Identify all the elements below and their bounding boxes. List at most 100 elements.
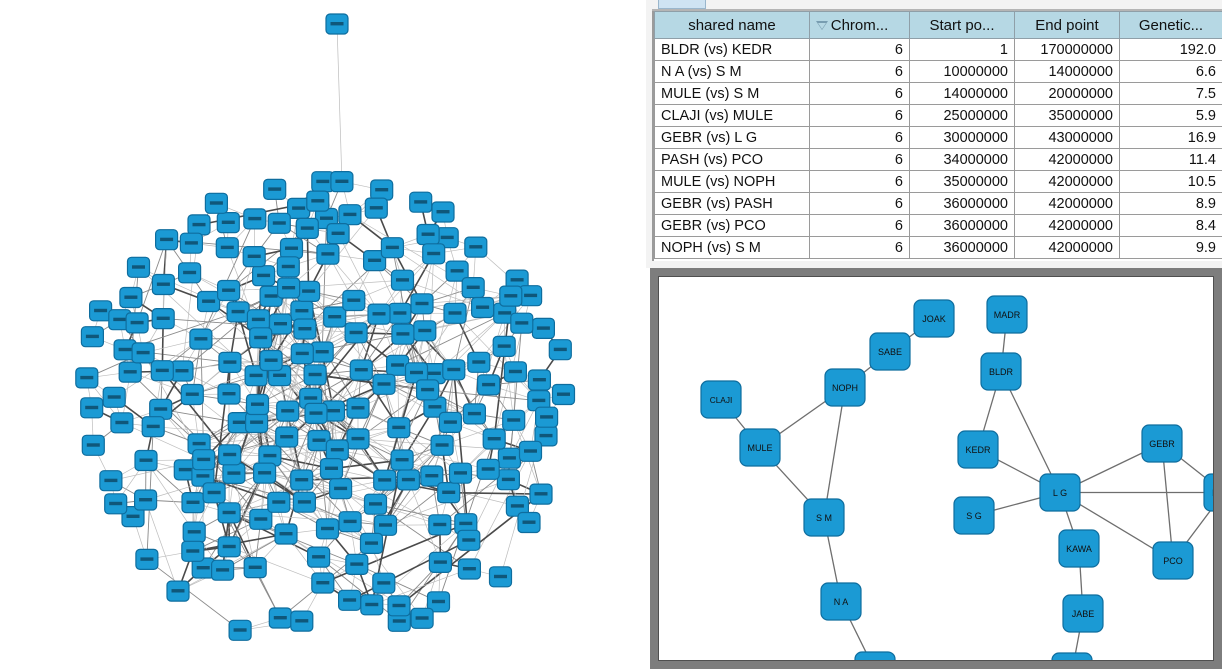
network-node[interactable] [228, 619, 252, 641]
network-node[interactable] [443, 302, 467, 324]
network-node[interactable] [346, 397, 370, 419]
table-cell-genetic[interactable]: 10.5 [1119, 170, 1222, 193]
network-node[interactable] [290, 343, 314, 365]
network-node[interactable] [279, 237, 304, 260]
network-node[interactable] [448, 462, 473, 484]
table-cell-start_point[interactable]: 14000000 [909, 82, 1015, 105]
network-node[interactable] [276, 256, 300, 278]
column-header-shared-name[interactable]: shared name [654, 11, 810, 39]
network-node[interactable] [246, 309, 270, 331]
network-node[interactable]: NOPH [824, 368, 866, 407]
network-node[interactable] [517, 511, 541, 534]
small-network-canvas[interactable]: CLAJI MULE NOPH SABE JOAK S M N A MIWE MADR BLDR K… [658, 276, 1214, 661]
network-node[interactable]: MULE [739, 428, 781, 467]
network-node[interactable]: MIWE [854, 651, 896, 661]
large-network-svg[interactable] [0, 0, 646, 669]
table-cell-start_point[interactable]: 25000000 [909, 104, 1015, 127]
network-node[interactable] [390, 269, 415, 291]
network-node[interactable]: BLDR [980, 352, 1022, 391]
table-cell-genetic[interactable]: 7.5 [1119, 82, 1222, 105]
table-cell-chromosome[interactable]: 6 [809, 148, 910, 171]
table-cell-end_point[interactable]: 42000000 [1014, 236, 1120, 259]
small-network-panel[interactable]: CLAJI MULE NOPH SABE JOAK S M N A MIWE MADR BLDR K… [650, 268, 1222, 669]
table-cell-end_point[interactable]: 14000000 [1014, 60, 1120, 83]
network-node[interactable]: N A [820, 582, 862, 621]
table-cell-genetic[interactable]: 16.9 [1119, 126, 1222, 149]
network-node[interactable] [396, 469, 420, 491]
table-cell-genetic[interactable]: 9.9 [1119, 236, 1222, 259]
table-cell-end_point[interactable]: 20000000 [1014, 82, 1120, 105]
network-node[interactable] [81, 434, 105, 456]
network-edge[interactable] [1161, 443, 1174, 561]
network-node[interactable] [290, 610, 314, 632]
network-edge[interactable] [286, 427, 399, 438]
network-edge[interactable] [318, 556, 400, 622]
table-cell-end_point[interactable]: 42000000 [1014, 192, 1120, 215]
network-node[interactable] [217, 502, 241, 524]
network-edge[interactable] [469, 451, 531, 570]
network-node[interactable] [141, 416, 165, 438]
network-edge[interactable] [199, 436, 287, 445]
network-node[interactable] [510, 312, 534, 334]
table-row[interactable]: BLDR (vs) KEDR 6 1 170000000 192.0 [654, 38, 1222, 61]
network-node[interactable] [527, 369, 552, 391]
network-node[interactable] [388, 302, 412, 324]
network-edge[interactable] [208, 301, 272, 361]
network-node[interactable] [276, 400, 300, 422]
network-node[interactable] [218, 351, 242, 373]
network-edge[interactable] [1000, 371, 1061, 493]
network-node[interactable]: PASH [1203, 473, 1214, 512]
network-node[interactable] [467, 351, 491, 373]
network-node[interactable] [121, 506, 145, 528]
network-node[interactable] [150, 360, 174, 382]
network-node[interactable]: ALMCH [1051, 652, 1093, 661]
network-node[interactable] [125, 312, 149, 334]
table-cell-genetic[interactable]: 192.0 [1119, 38, 1222, 61]
network-node[interactable] [155, 229, 179, 251]
table-cell-end_point[interactable]: 35000000 [1014, 104, 1120, 127]
network-node[interactable] [126, 256, 151, 278]
network-edge[interactable] [356, 563, 439, 603]
network-node[interactable] [413, 320, 437, 342]
network-node[interactable] [420, 465, 444, 487]
network-node[interactable] [360, 594, 384, 616]
network-edge[interactable] [453, 369, 470, 541]
table-cell-end_point[interactable]: 42000000 [1014, 214, 1120, 237]
network-node[interactable] [189, 328, 213, 350]
network-node[interactable] [243, 556, 267, 579]
network-node[interactable] [534, 425, 558, 447]
network-edge[interactable] [453, 287, 474, 370]
network-node[interactable]: KAWA [1058, 529, 1100, 568]
table-cell-chromosome[interactable]: 6 [809, 60, 910, 83]
table-cell-chromosome[interactable]: 6 [809, 104, 910, 127]
network-node[interactable] [290, 300, 314, 322]
network-node[interactable] [187, 214, 211, 236]
network-node[interactable]: SABE [869, 332, 911, 371]
table-row[interactable]: GEBR (vs) PASH 6 36000000 42000000 8.9 [654, 192, 1222, 215]
network-node[interactable] [380, 237, 404, 259]
table-cell-chromosome[interactable]: 6 [809, 214, 910, 237]
network-node[interactable] [245, 411, 269, 434]
network-node[interactable] [461, 277, 485, 299]
table-cell-shared_name[interactable]: MULE (vs) S M [654, 82, 810, 105]
network-node[interactable] [372, 572, 396, 594]
network-node[interactable] [387, 595, 411, 617]
network-node[interactable] [119, 286, 143, 309]
network-node[interactable] [275, 426, 299, 448]
network-node[interactable] [518, 285, 543, 307]
network-edge[interactable] [416, 287, 474, 373]
network-node[interactable] [325, 13, 349, 35]
table-cell-start_point[interactable]: 36000000 [909, 236, 1015, 259]
network-node[interactable] [307, 546, 331, 568]
network-node[interactable] [349, 359, 373, 381]
table-cell-genetic[interactable]: 6.6 [1119, 60, 1222, 83]
network-node[interactable] [166, 580, 190, 602]
column-header-genetic[interactable]: Genetic... [1119, 11, 1222, 39]
table-row[interactable]: N A (vs) S M 6 10000000 14000000 6.6 [654, 60, 1222, 83]
network-node[interactable] [518, 440, 543, 462]
network-node[interactable] [134, 449, 158, 472]
table-cell-start_point[interactable]: 35000000 [909, 170, 1015, 193]
network-node[interactable] [293, 318, 317, 340]
table-row[interactable]: GEBR (vs) L G 6 30000000 43000000 16.9 [654, 126, 1222, 149]
network-node[interactable]: CLAJI [700, 380, 742, 419]
